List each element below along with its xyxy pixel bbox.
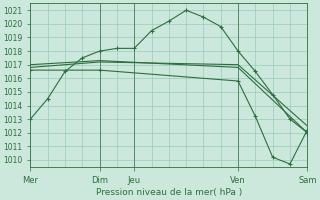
X-axis label: Pression niveau de la mer( hPa ): Pression niveau de la mer( hPa )	[96, 188, 242, 197]
